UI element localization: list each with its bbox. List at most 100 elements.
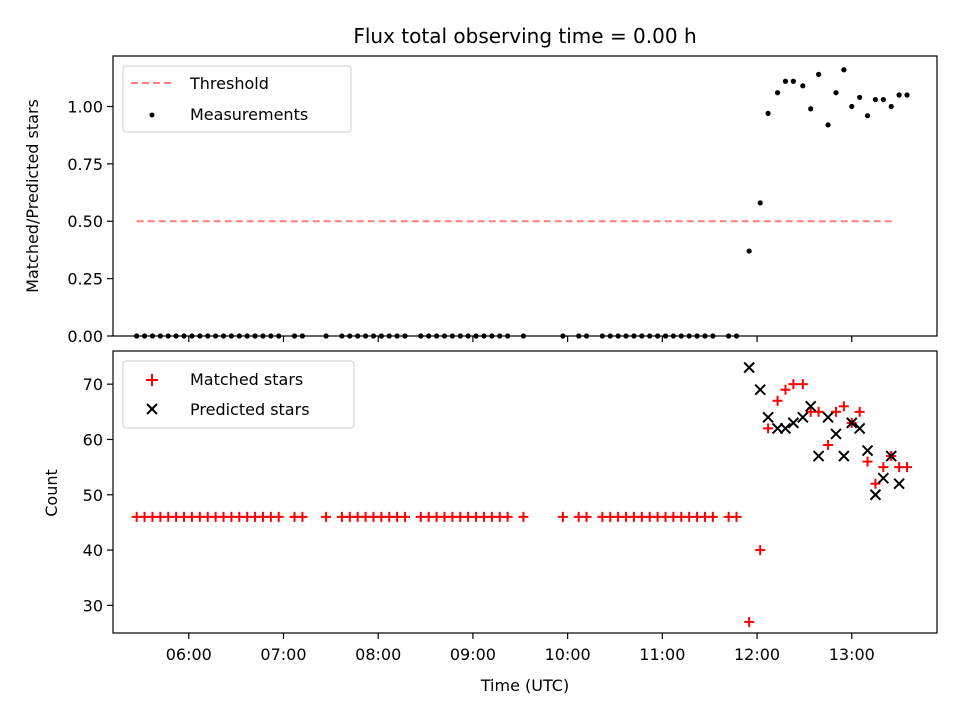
top-x-axis (188, 336, 853, 342)
bottom-x-tick-label: 10:00 (545, 645, 591, 664)
bottom-predicted-stars-point (869, 489, 882, 501)
bottom-matched-stars-point (838, 401, 849, 412)
top-panel: Flux total observing time = 0.00 h 0.000… (23, 24, 938, 346)
bottom-x-axis: 06:00 07:00 08:00 09:00 10:00 11:00 12:00 13:00 (166, 633, 875, 664)
bottom-predicted-stars-point (853, 422, 866, 435)
bottom-predicted-stars-point (838, 450, 850, 462)
top-measurements-point (757, 200, 763, 206)
bottom-matched-stars-point (902, 462, 913, 473)
bottom-matched-stars-point (581, 511, 592, 522)
top-title: Flux total observing time = 0.00 h (353, 24, 696, 48)
bottom-y-tick-label: 60 (83, 430, 103, 449)
top-measurements-point (888, 103, 894, 110)
legend-predicted-swatch (146, 403, 158, 415)
top-measurements-point (841, 67, 847, 73)
bottom-matched-stars-point (755, 545, 766, 556)
bottom-x-tick-label: 06:00 (166, 645, 212, 664)
bottom-legend: Matched stars Predicted stars (122, 360, 355, 429)
bottom-predicted-stars-point (779, 422, 792, 435)
bottom-x-tick-label: 13:00 (829, 645, 875, 664)
bottom-y-tick-label: 40 (83, 541, 103, 560)
bottom-y-tick-label: 30 (83, 596, 103, 615)
bottom-matched-stars-point (830, 406, 841, 417)
bottom-predicted-stars-point (877, 472, 890, 484)
bottom-matched-stars-point (731, 511, 742, 522)
top-measurements-point (896, 92, 902, 98)
bottom-x-tick-label: 11:00 (639, 645, 685, 664)
legend-matched-label: Matched stars (190, 370, 303, 389)
top-legend-box (122, 65, 352, 133)
bottom-predicted-stars-point (893, 477, 905, 490)
bottom-predicted-stars-point (754, 383, 766, 396)
bottom-matched-stars-point (862, 456, 873, 467)
bottom-predicted-stars-point (787, 417, 800, 429)
top-measurements-point (864, 113, 871, 119)
top-measurements-point (782, 78, 789, 84)
bottom-y-tick-label: 70 (83, 375, 103, 394)
top-measurements-point (825, 122, 831, 128)
bottom-y-tick-label: 50 (83, 486, 103, 505)
top-y-axis-label: Matched/Predicted stars (23, 99, 42, 293)
legend-measurements-swatch (149, 112, 155, 118)
top-measurements-point (872, 97, 879, 103)
bottom-predicted-stars-point (846, 417, 858, 429)
bottom-matched-stars-point (502, 511, 513, 522)
top-measurements-point (904, 92, 910, 98)
top-axes-frame (112, 55, 938, 337)
bottom-predicted-stars-point (830, 428, 842, 440)
bottom-x-tick-label: 08:00 (355, 645, 401, 664)
bottom-predicted-stars-point (812, 450, 825, 462)
top-y-tick-label: 0.75 (67, 155, 103, 174)
top-y-tick-label: 0.25 (67, 270, 103, 289)
bottom-axes-frame (112, 350, 938, 634)
bottom-matched-stars-point (557, 511, 568, 522)
bottom-x-tick-label: 07:00 (260, 645, 306, 664)
bottom-predicted-stars-point (885, 450, 897, 462)
bottom-predicted-stars-point (743, 361, 755, 374)
top-y-tick-label: 0.00 (67, 327, 103, 346)
legend-matched-swatch (146, 374, 158, 386)
bottom-predicted-stars-point (822, 411, 834, 424)
bottom-matched-stars-point (878, 462, 889, 473)
bottom-x-axis-label: Time (UTC) (480, 676, 569, 695)
top-measurements-point (816, 71, 822, 77)
bottom-predicted-stars-point (805, 400, 817, 413)
bottom-matched-stars-point (744, 616, 755, 627)
bottom-plot-area (131, 361, 913, 627)
legend-predicted-label: Predicted stars (190, 400, 310, 419)
bottom-matched-stars-point (780, 384, 791, 395)
top-measurements-point (800, 83, 806, 89)
bottom-legend-box (122, 360, 355, 429)
top-measurements-point (790, 78, 796, 84)
bottom-matched-stars-point (707, 511, 718, 522)
bottom-y-axis-label: Count (42, 469, 61, 517)
top-y-axis: 0.00 0.25 0.50 0.75 1.00 (67, 97, 113, 346)
legend-threshold-label: Threshold (189, 74, 269, 93)
top-measurements-point (857, 94, 863, 100)
top-legend: Threshold Measurements (122, 65, 352, 133)
bottom-matched-stars-point (788, 379, 799, 390)
bottom-matched-stars-point (813, 406, 824, 417)
bottom-matched-stars-point (518, 511, 529, 522)
legend-measurements-label: Measurements (190, 105, 308, 124)
bottom-matched-stars-point (870, 478, 881, 489)
bottom-x-tick-label: 09:00 (450, 645, 496, 664)
bottom-predicted-stars-point (797, 411, 809, 424)
bottom-x-tick-label: 12:00 (734, 645, 780, 664)
bottom-matched-stars-point (400, 511, 411, 522)
bottom-predicted-stars-point (762, 411, 774, 424)
top-measurements-point (765, 110, 771, 116)
bottom-predicted-stars-point (861, 444, 874, 457)
bottom-matched-stars-point (772, 395, 783, 406)
bottom-matched-stars-point (297, 511, 308, 522)
bottom-matched-stars-point (854, 406, 865, 417)
top-measurements-point (849, 103, 855, 110)
top-y-tick-label: 1.00 (67, 97, 103, 116)
top-y-tick-label: 0.50 (67, 212, 103, 231)
bottom-matched-stars-point (321, 511, 332, 522)
bottom-matched-stars-point (823, 440, 834, 450)
top-measurements-point (880, 97, 886, 103)
bottom-matched-stars-point (763, 423, 774, 434)
top-measurements-point (833, 90, 839, 96)
